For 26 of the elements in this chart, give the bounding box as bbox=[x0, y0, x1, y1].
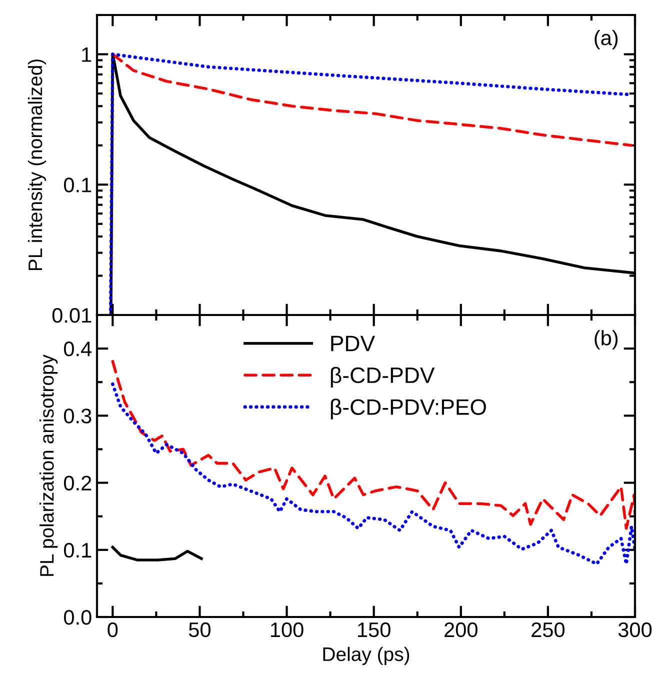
y-tick-label: 0.1 bbox=[64, 542, 92, 558]
y-axis-title: PL polarization anisotropy bbox=[40, 354, 58, 576]
x-tick-label: 150 bbox=[358, 622, 390, 638]
y-tick-label: 0.01 bbox=[52, 308, 92, 323]
x-tick-label: 100 bbox=[270, 622, 304, 638]
line-series bbox=[111, 360, 635, 530]
line-series bbox=[111, 546, 203, 562]
line-series bbox=[111, 52, 633, 147]
x-axis-title: Delay (ps) bbox=[323, 646, 410, 665]
x-tick-label: 0 bbox=[108, 622, 118, 638]
y-axis-title: PL intensity (normalized) bbox=[28, 60, 46, 270]
x-tick-label: 250 bbox=[532, 622, 565, 638]
x-tick-label: 300 bbox=[618, 622, 652, 638]
y-tick-label: 0.0 bbox=[64, 610, 92, 625]
legend-label: PDV bbox=[331, 336, 375, 352]
legend-label: β-CD-PDV:PEO bbox=[330, 398, 486, 420]
annotation: (a) bbox=[594, 30, 618, 50]
x-tick-label: 50 bbox=[188, 622, 210, 638]
y-tick-label: 0.1 bbox=[64, 178, 92, 192]
annotation: (b) bbox=[594, 330, 618, 350]
y-tick-label: 0.2 bbox=[64, 476, 92, 491]
legend-label: β-CD-PDV bbox=[330, 366, 435, 388]
x-tick-label: 200 bbox=[444, 622, 478, 638]
y-tick-label: 1 bbox=[82, 47, 92, 62]
y-tick-label: 0.3 bbox=[64, 408, 92, 424]
y-tick-label: 0.4 bbox=[64, 342, 92, 356]
